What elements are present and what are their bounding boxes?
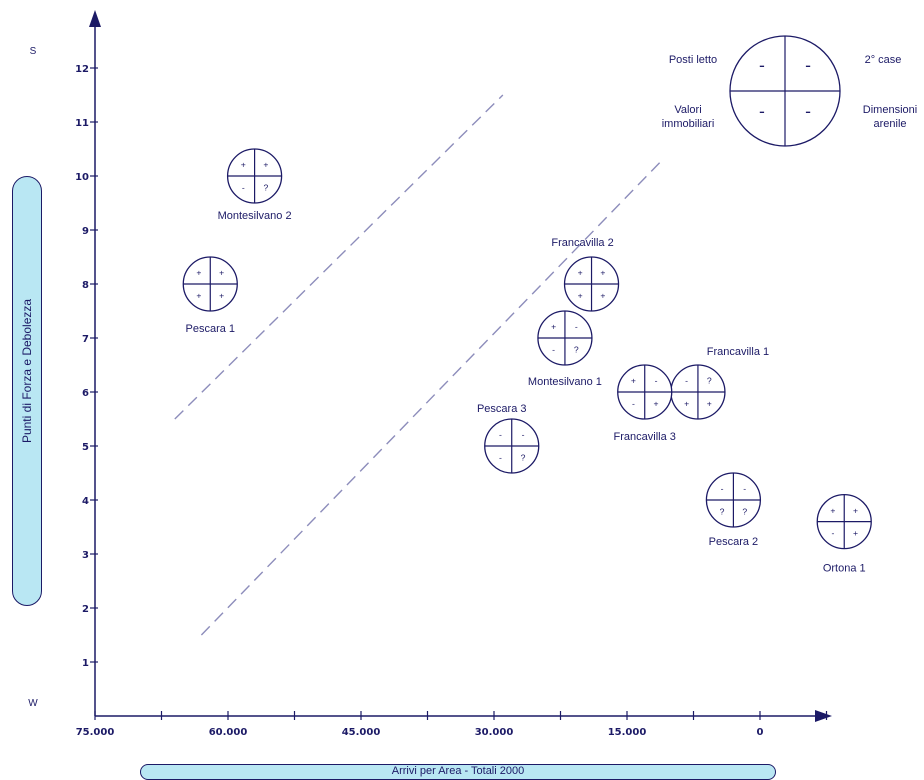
trend-line bbox=[200, 159, 663, 636]
x-axis-label: Arrivi per Area - Totali 2000 bbox=[140, 764, 776, 780]
y-tick-label: 10 bbox=[75, 172, 89, 183]
glyph-cell-mark: + bbox=[853, 505, 858, 515]
glyph-cell-mark: + bbox=[578, 290, 583, 300]
glyph-cell-mark: + bbox=[196, 290, 201, 300]
y-tick-label: 8 bbox=[82, 280, 89, 291]
x-tick-label: 0 bbox=[757, 727, 764, 738]
data-point: + - - + bbox=[617, 364, 673, 420]
x-tick-label: 45.000 bbox=[342, 727, 381, 738]
glyph-cell-mark: + bbox=[853, 528, 858, 538]
glyph-cell-mark: ? bbox=[521, 452, 526, 462]
data-point: + + + + bbox=[563, 256, 620, 312]
glyph-cell-mark: ? bbox=[264, 182, 269, 192]
glyph-cell-mark: - bbox=[721, 484, 724, 494]
y-axis-label-box bbox=[12, 176, 42, 606]
data-point: + - -? bbox=[537, 310, 593, 366]
glyph-cell-mark: + bbox=[219, 268, 224, 278]
glyph-cell-mark: ? bbox=[720, 506, 725, 516]
point-label: Francavilla 2 bbox=[551, 237, 613, 249]
glyph-cell-mark: - bbox=[575, 322, 578, 332]
legend-label: Posti letto bbox=[669, 54, 717, 66]
point-label: Francavilla 3 bbox=[614, 431, 676, 443]
x-tick-label: 15.000 bbox=[608, 727, 647, 738]
point-label: Pescara 3 bbox=[477, 403, 527, 415]
y-tick-label: 1 bbox=[82, 658, 89, 669]
glyph-cell-mark: - bbox=[499, 452, 502, 462]
y-bottom-label: W bbox=[28, 698, 38, 709]
x-tick-label: 30.000 bbox=[475, 727, 514, 738]
y-tick-label: 6 bbox=[82, 388, 89, 399]
data-point: - - -? bbox=[484, 418, 540, 474]
glyph-cell-mark: ? bbox=[742, 506, 747, 516]
glyph-cell-mark: ? bbox=[707, 376, 712, 386]
point-label: Pescara 2 bbox=[709, 536, 759, 548]
glyph-cell-mark: - bbox=[759, 55, 765, 75]
glyph-cell-mark: - bbox=[552, 344, 555, 354]
glyph-cell-mark: + bbox=[551, 322, 556, 332]
data-point: - -?? bbox=[705, 472, 762, 528]
glyph-cell-mark: - bbox=[805, 101, 811, 121]
data-point: + + - + bbox=[816, 493, 872, 550]
point-label: Montesilvano 2 bbox=[218, 210, 292, 222]
glyph-cell-mark: - bbox=[632, 398, 635, 408]
glyph-cell-mark: + bbox=[219, 290, 224, 300]
glyph-cell-mark: - bbox=[743, 484, 746, 494]
legend-label: Dimensioni bbox=[863, 104, 917, 116]
glyph-cell-mark: - bbox=[499, 430, 502, 440]
glyph-cell-mark: - bbox=[655, 376, 658, 386]
point-label: Ortona 1 bbox=[823, 563, 866, 575]
y-tick-label: 3 bbox=[82, 550, 89, 561]
legend-label: 2° case bbox=[865, 54, 902, 66]
x-tick-label: 60.000 bbox=[209, 727, 248, 738]
glyph-cell-mark: - bbox=[685, 376, 688, 386]
trend-line bbox=[174, 94, 504, 420]
legend-label: immobiliari bbox=[662, 118, 715, 130]
y-tick-label: 9 bbox=[82, 226, 89, 237]
glyph-cell-mark: + bbox=[707, 398, 712, 408]
y-top-label: S bbox=[30, 46, 37, 57]
glyph-cell-mark: - bbox=[831, 528, 834, 538]
legend-label: Valori bbox=[674, 104, 701, 116]
glyph-cell-mark: + bbox=[241, 160, 246, 170]
y-tick-label: 11 bbox=[75, 118, 89, 129]
glyph-cell-mark: + bbox=[263, 160, 268, 170]
y-tick-label: 7 bbox=[82, 334, 89, 345]
glyph-cell-mark: + bbox=[196, 268, 201, 278]
glyph-cell-mark: + bbox=[684, 398, 689, 408]
data-point: - ? + + bbox=[670, 364, 726, 420]
y-axis-arrow bbox=[89, 10, 101, 27]
x-tick-label: 75.000 bbox=[76, 727, 115, 738]
glyph-cell-mark: - bbox=[759, 101, 765, 121]
point-label: Francavilla 1 bbox=[707, 346, 769, 358]
legend-label: arenile bbox=[873, 118, 906, 130]
point-label: Pescara 1 bbox=[186, 323, 236, 335]
glyph-cell-mark: + bbox=[600, 268, 605, 278]
y-tick-label: 5 bbox=[82, 442, 89, 453]
glyph-cell-mark: + bbox=[830, 505, 835, 515]
data-point: + + + + bbox=[182, 256, 238, 312]
x-axis-arrow bbox=[815, 710, 832, 722]
glyph-cell-mark: - bbox=[805, 55, 811, 75]
legend-glyph: - - - - bbox=[729, 35, 841, 147]
glyph-cell-mark: ? bbox=[574, 344, 579, 354]
glyph-cell-mark: - bbox=[242, 182, 245, 192]
data-point: + + -? bbox=[226, 148, 283, 204]
glyph-cell-mark: + bbox=[600, 290, 605, 300]
point-label: Montesilvano 1 bbox=[528, 376, 602, 388]
glyph-cell-mark: - bbox=[522, 430, 525, 440]
glyph-cell-mark: + bbox=[631, 376, 636, 386]
glyph-cell-mark: + bbox=[578, 268, 583, 278]
y-tick-label: 12 bbox=[75, 64, 89, 75]
glyph-cell-mark: + bbox=[654, 398, 659, 408]
y-axis-label: Punti di Forza e Debolezza bbox=[20, 298, 34, 444]
y-tick-label: 4 bbox=[82, 496, 89, 507]
y-tick-label: 2 bbox=[82, 604, 89, 615]
